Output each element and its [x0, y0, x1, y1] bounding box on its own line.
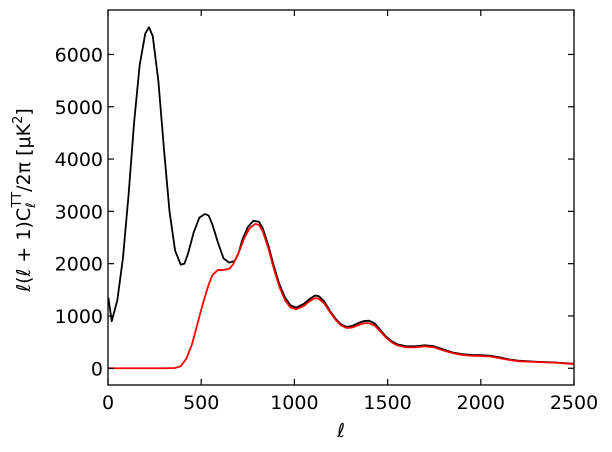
- x-axis-label: ℓ: [336, 420, 345, 442]
- x-tick-label-2: 1000: [270, 392, 318, 414]
- x-tick-label-0: 0: [102, 392, 114, 414]
- y-axis-label: ℓ(ℓ + 1)CℓTT/2π [μK2]: [10, 108, 39, 293]
- y-tick-label-0: 0: [91, 358, 103, 380]
- x-tick-label-1: 500: [183, 392, 219, 414]
- y-tick-label-3: 3000: [55, 201, 103, 223]
- y-axis-label-sub: ℓ: [24, 203, 39, 209]
- y-tick-label-5: 5000: [55, 97, 103, 119]
- series-layer: [107, 26, 575, 370]
- plot-frame: [107, 9, 575, 386]
- y-axis-label-end: ]: [13, 108, 35, 115]
- y-tick-label-6: 6000: [55, 44, 103, 66]
- y-tick-label-2: 2000: [55, 254, 103, 276]
- y-tick-label-4: 4000: [55, 149, 103, 171]
- tick-layer: 0 500 1000 1500 2000 2500 0 1000 2000 3000 4000 500…: [55, 10, 598, 414]
- x-tick-label-4: 2000: [457, 392, 505, 414]
- series-line-1: [108, 223, 575, 370]
- y-axis-label-main: ℓ(ℓ + 1)C: [13, 208, 35, 293]
- y-axis-label-sup: TT: [10, 192, 25, 209]
- y-axis-label-sup2: 2: [11, 116, 26, 124]
- series-line-0: [107, 26, 575, 365]
- x-tick-label-3: 1500: [363, 392, 411, 414]
- y-tick-label-1: 1000: [55, 306, 103, 328]
- y-axis-label-tail: /2π [μK: [13, 123, 35, 191]
- x-tick-label-5: 2500: [550, 392, 598, 414]
